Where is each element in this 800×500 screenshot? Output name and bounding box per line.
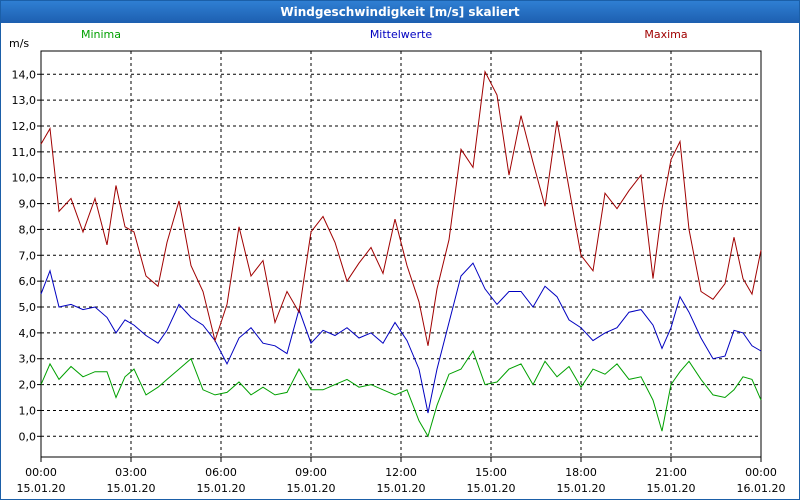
y-tick-label: 6,0: [19, 275, 37, 288]
legend-maxima: Maxima: [644, 28, 687, 41]
y-tick-label: 8,0: [19, 223, 37, 236]
y-tick-label: 4,0: [19, 327, 37, 340]
y-tick-label: 10,0: [12, 172, 37, 185]
x-tick-date-label: 15.01.20: [377, 482, 426, 495]
wind-speed-chart: 0,0 1,0 2,0 3,0 4,0 5,0 6,0 7,0 8,0 9,0 10,0 11,0 12…: [9, 28, 786, 495]
x-tick-date-label: 15.01.20: [107, 482, 156, 495]
grid: [41, 51, 761, 457]
x-tick-time-label: 15:00: [475, 466, 507, 479]
legend-minima: Minima: [81, 28, 121, 41]
window-title: Windgeschwindigkeit [m/s] skaliert: [1, 1, 799, 23]
series-line-minima: [40, 349, 762, 438]
y-tick-label: 5,0: [19, 301, 37, 314]
x-tick-time-label: 00:00: [745, 466, 777, 479]
x-tick-date-label: 15.01.20: [647, 482, 696, 495]
x-tick-time-label: 18:00: [565, 466, 597, 479]
y-axis: 0,0 1,0 2,0 3,0 4,0 5,0 6,0 7,0 8,0 9,0 10,0 11,0 12…: [12, 68, 41, 443]
legend-mittelwerte: Mittelwerte: [370, 28, 433, 41]
series-layer: [40, 70, 762, 438]
y-tick-label: 11,0: [12, 146, 37, 159]
y-tick-label: 9,0: [19, 198, 37, 211]
x-tick-time-label: 06:00: [205, 466, 237, 479]
y-tick-label: 14,0: [12, 68, 37, 81]
y-tick-label: 12,0: [12, 120, 37, 133]
y-axis-label: m/s: [9, 37, 29, 50]
x-tick-date-label: 15.01.20: [467, 482, 516, 495]
series-line-maxima: [40, 70, 762, 346]
y-tick-label: 1,0: [19, 404, 37, 417]
x-tick-date-label: 15.01.20: [197, 482, 246, 495]
x-tick-date-label: 15.01.20: [557, 482, 606, 495]
y-tick-label: 3,0: [19, 353, 37, 366]
y-tick-label: 2,0: [19, 379, 37, 392]
x-tick-date-label: 15.01.20: [287, 482, 336, 495]
series-line-mittelwerte: [40, 262, 762, 414]
y-tick-label: 7,0: [19, 249, 37, 262]
x-tick-time-label: 21:00: [655, 466, 687, 479]
y-tick-label: 0,0: [19, 430, 37, 443]
x-tick-time-label: 09:00: [295, 466, 327, 479]
x-tick-date-label: 15.01.20: [17, 482, 66, 495]
y-tick-label: 13,0: [12, 94, 37, 107]
x-axis: 00:00 15.01.20 03:00 15.01.20 06:00 15.01.20 0…: [17, 457, 786, 495]
legend: Minima Mittelwerte Maxima: [81, 28, 688, 41]
x-tick-time-label: 03:00: [115, 466, 147, 479]
x-tick-date-label: 16.01.20: [737, 482, 786, 495]
x-tick-time-label: 12:00: [385, 466, 417, 479]
x-tick-time-label: 00:00: [25, 466, 57, 479]
